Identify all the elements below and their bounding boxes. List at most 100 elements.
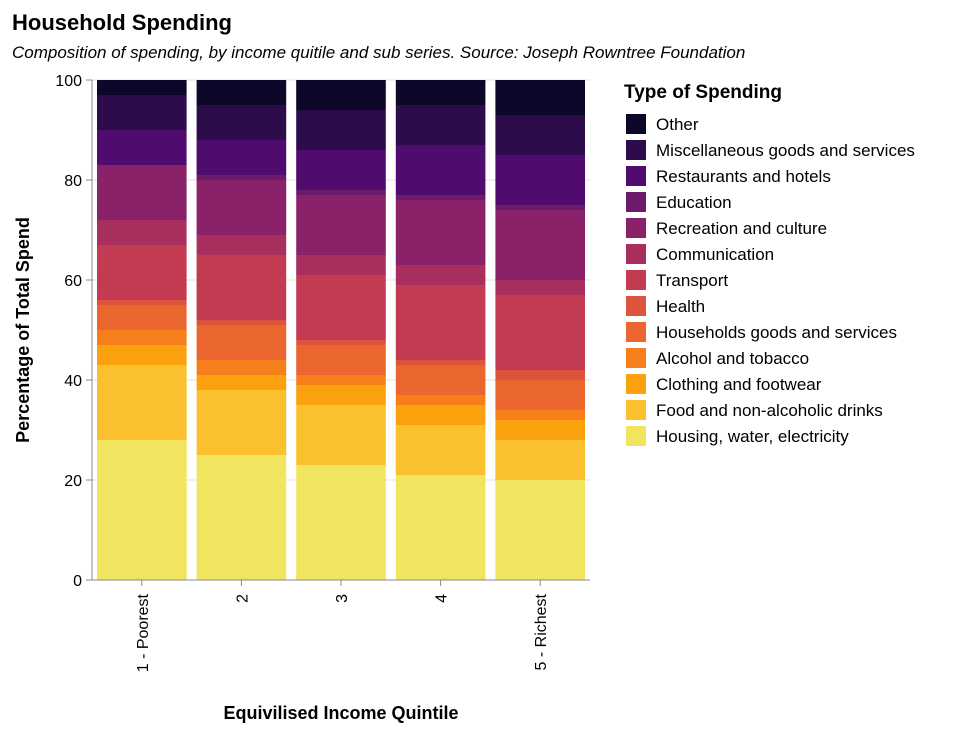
bar-segment [196, 320, 287, 325]
y-tick-label: 60 [64, 273, 82, 290]
bar-segment [395, 360, 486, 365]
x-axis-title: Equivilised Income Quintile [223, 703, 458, 723]
bar-segment [296, 150, 386, 190]
bar-segment [296, 345, 386, 375]
bar-segment [97, 300, 187, 305]
bar-segment [97, 245, 187, 300]
bar-segment [495, 155, 585, 205]
bar-segment [395, 105, 486, 145]
chart-title: Household Spending [12, 10, 232, 35]
bar-segment [395, 80, 486, 105]
legend-item-label: Other [656, 115, 699, 134]
bar-segment [296, 465, 386, 580]
bar-segment [196, 375, 287, 390]
legend: Type of Spending Other Miscellaneous good… [624, 82, 915, 446]
bar-segment [296, 255, 386, 275]
legend-item-label: Households goods and services [656, 323, 897, 342]
bar-segment [196, 180, 287, 235]
bar-segment [97, 220, 187, 245]
bar-segment [196, 175, 287, 180]
bar-segment [296, 110, 386, 150]
y-tick-label: 0 [73, 573, 82, 590]
bar-segment [97, 80, 187, 95]
x-tick-label: 3 [334, 594, 351, 603]
legend-swatch [626, 192, 646, 212]
legend-item-label: Alcohol and tobacco [656, 349, 809, 368]
bar-segment [495, 210, 585, 280]
bar-segment [97, 440, 187, 580]
legend-swatch [626, 374, 646, 394]
bar-segment [495, 420, 585, 440]
legend-item-label: Transport [656, 271, 728, 290]
legend-item-label: Miscellaneous goods and services [656, 141, 915, 160]
bar-segment [196, 255, 287, 320]
legend-swatch [626, 244, 646, 264]
legend-swatch [626, 296, 646, 316]
bar-segment [97, 130, 187, 165]
legend-item-label: Restaurants and hotels [656, 167, 831, 186]
bar-segment [395, 425, 486, 475]
bar-segment [97, 330, 187, 345]
legend-swatch [626, 322, 646, 342]
bar-segment [395, 405, 486, 425]
bar-segment [495, 295, 585, 370]
bar-segment [196, 235, 287, 255]
y-tick-label: 20 [64, 473, 82, 490]
bar-segment [196, 80, 287, 105]
bar-segment [495, 440, 585, 480]
bar-segment [296, 195, 386, 255]
legend-swatch [626, 218, 646, 238]
bar-segment [495, 115, 585, 155]
bar-segment [395, 200, 486, 265]
x-tick-label: 2 [234, 594, 251, 603]
legend-swatch [626, 114, 646, 134]
bar-segment [495, 205, 585, 210]
legend-swatch [626, 270, 646, 290]
y-tick-label: 80 [64, 173, 82, 190]
x-tick-label: 4 [434, 594, 451, 603]
bar-segment [395, 475, 486, 580]
bar-segment [296, 340, 386, 345]
bar-segment [196, 455, 287, 580]
bar-segment [395, 195, 486, 200]
bar-segment [97, 165, 187, 220]
legend-item-label: Education [656, 193, 732, 212]
bar-segment [196, 105, 287, 140]
legend-swatch [626, 400, 646, 420]
bar-segment [395, 145, 486, 195]
legend-title: Type of Spending [624, 82, 782, 103]
legend-item-label: Clothing and footwear [656, 375, 822, 394]
legend-item-label: Communication [656, 245, 774, 264]
axes: 0 20 40 60 80 100 1 - Poorest 2 3 4 5 - Richest [55, 73, 590, 672]
x-tick-label: 1 - Poorest [135, 593, 152, 672]
legend-item-label: Housing, water, electricity [656, 427, 849, 446]
bar-segment [296, 405, 386, 465]
bar-segment [97, 345, 187, 365]
legend-item-label: Food and non-alcoholic drinks [656, 401, 883, 420]
bar-segment [296, 385, 386, 405]
legend-item-label: Recreation and culture [656, 219, 827, 238]
bar-segment [97, 365, 187, 440]
bar-segment [296, 275, 386, 340]
y-tick-label: 40 [64, 373, 82, 390]
bar-segment [395, 265, 486, 285]
bar-segment [395, 365, 486, 395]
bar-segment [196, 360, 287, 375]
bar-segment [395, 395, 486, 405]
chart-subtitle: Composition of spending, by income quiti… [12, 43, 745, 62]
bar-segment [196, 325, 287, 360]
bar-segment [495, 80, 585, 115]
bar-segment [296, 375, 386, 385]
legend-swatch [626, 140, 646, 160]
x-tick-label: 5 - Richest [533, 593, 550, 670]
bar-segment [495, 480, 585, 580]
y-tick-label: 100 [55, 73, 82, 90]
bar-segment [196, 140, 287, 175]
bar-segment [495, 370, 585, 380]
bar-segment [296, 80, 386, 110]
bar-segment [97, 305, 187, 330]
legend-swatch [626, 166, 646, 186]
legend-swatch [626, 348, 646, 368]
bar-segment [495, 280, 585, 295]
